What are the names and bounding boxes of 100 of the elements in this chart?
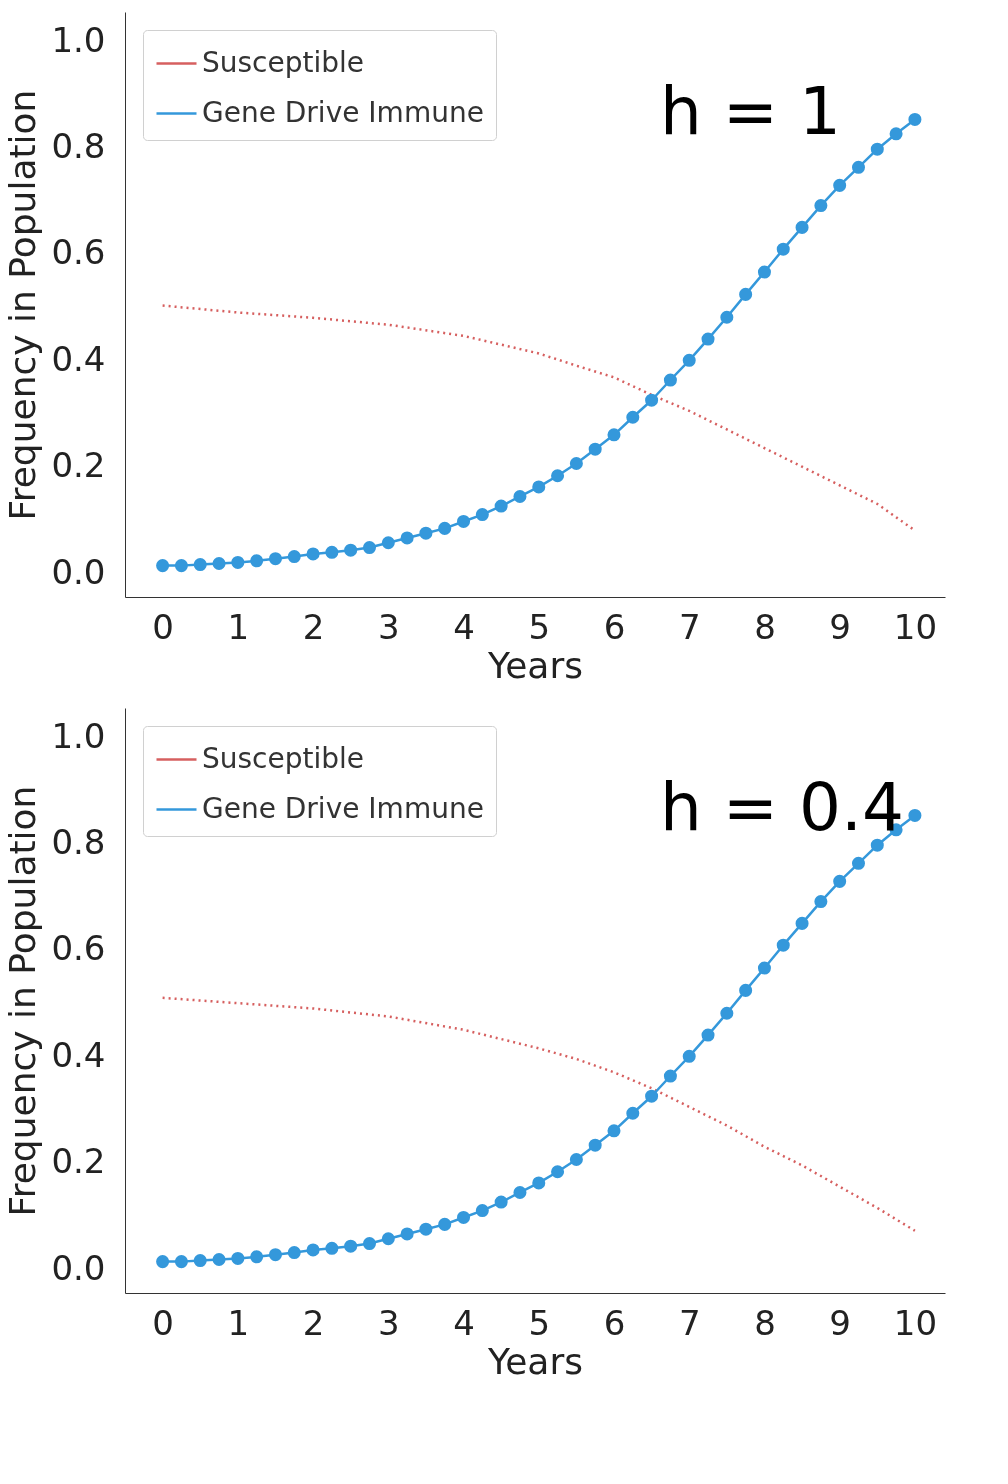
point	[457, 514, 471, 528]
point	[889, 127, 903, 141]
x-tick-label: 6	[603, 1302, 626, 1343]
point	[739, 287, 753, 301]
x-tick-label: 3	[377, 1302, 400, 1343]
point	[362, 541, 377, 555]
point	[833, 178, 847, 192]
point	[306, 547, 320, 561]
x-tick-label: 2	[302, 1302, 325, 1343]
point	[588, 1138, 602, 1152]
point	[870, 142, 884, 156]
point	[174, 559, 188, 573]
point	[532, 480, 546, 494]
x-tick-label: 10	[893, 1302, 938, 1343]
point	[757, 961, 771, 975]
point	[513, 489, 527, 503]
point	[212, 556, 226, 570]
point	[231, 1251, 245, 1265]
x-tick-label: 3	[377, 606, 400, 647]
y-axis-title: Frequency in Population	[2, 89, 44, 521]
annotation: h = 1	[660, 73, 842, 150]
point	[325, 1241, 339, 1255]
point	[851, 856, 866, 870]
point	[287, 550, 301, 564]
point	[551, 1165, 565, 1179]
y-tick-label: 0.6	[51, 928, 106, 969]
y-tick-label: 0.2	[51, 1141, 106, 1182]
y-tick-label: 0.2	[51, 445, 106, 486]
point	[250, 554, 264, 568]
x-tick-label: 9	[829, 606, 851, 647]
point	[814, 895, 828, 909]
line-series	[161, 996, 917, 1233]
point	[250, 1250, 264, 1264]
point	[306, 1243, 320, 1257]
x-tick-label: 6	[603, 606, 626, 647]
point	[193, 558, 207, 572]
point	[739, 983, 753, 997]
y-tick-label: 1.0	[51, 19, 106, 60]
point	[193, 1254, 207, 1268]
point	[626, 410, 640, 424]
annotation: h = 0.4	[660, 769, 905, 846]
y-tick-label: 0.8	[51, 822, 106, 863]
point	[438, 521, 452, 535]
point	[231, 555, 245, 569]
x-tick-label: 4	[453, 606, 475, 647]
x-tick-label: 5	[528, 1302, 551, 1343]
legend-label: Gene Drive Immune	[202, 791, 484, 825]
point	[720, 1006, 734, 1020]
point	[701, 332, 715, 346]
x-tick-label: 5	[528, 606, 551, 647]
point	[814, 199, 828, 213]
point	[344, 543, 358, 557]
point	[645, 393, 659, 407]
x-tick-label: 7	[678, 1302, 701, 1343]
x-axis-title: Years	[487, 1340, 583, 1382]
y-tick-label: 0.6	[51, 232, 106, 273]
point	[663, 373, 677, 387]
point	[268, 1248, 282, 1262]
point	[494, 1195, 508, 1209]
point	[344, 1239, 358, 1253]
y-axis-title: Frequency in Population	[2, 785, 44, 1217]
x-tick-label: 4	[453, 1302, 475, 1343]
x-tick-label: 0	[152, 1302, 174, 1343]
y-tick-label: 0.8	[51, 126, 106, 167]
point	[607, 428, 621, 442]
point	[569, 1153, 583, 1167]
point	[475, 1204, 489, 1218]
point	[212, 1252, 226, 1266]
legend-label: Susceptible	[202, 45, 365, 79]
point	[400, 1227, 414, 1241]
point	[776, 938, 790, 952]
y-tick-label: 0.4	[51, 338, 106, 379]
point	[287, 1246, 301, 1260]
point	[833, 874, 847, 888]
point	[720, 310, 734, 324]
point	[400, 531, 414, 545]
y-tick-label: 1.0	[51, 715, 106, 756]
point	[268, 552, 282, 566]
x-tick-label: 1	[227, 1302, 250, 1343]
x-tick-label: 8	[754, 606, 776, 647]
x-axis-title: Years	[487, 644, 583, 686]
point	[588, 442, 602, 456]
x-tick-label: 10	[893, 606, 938, 647]
point	[475, 508, 489, 522]
point	[663, 1069, 677, 1083]
point	[156, 559, 170, 573]
point	[908, 112, 922, 126]
point	[776, 242, 790, 256]
point	[870, 838, 884, 852]
x-tick-label: 7	[678, 606, 701, 647]
x-tick-label: 8	[754, 1302, 776, 1343]
point	[438, 1217, 452, 1231]
point	[156, 1255, 170, 1269]
y-tick-label: 0.0	[51, 551, 106, 592]
point	[795, 916, 809, 930]
point	[419, 526, 433, 540]
point	[757, 265, 771, 279]
point	[795, 220, 809, 234]
x-tick-label: 1	[227, 606, 250, 647]
point	[569, 457, 583, 471]
